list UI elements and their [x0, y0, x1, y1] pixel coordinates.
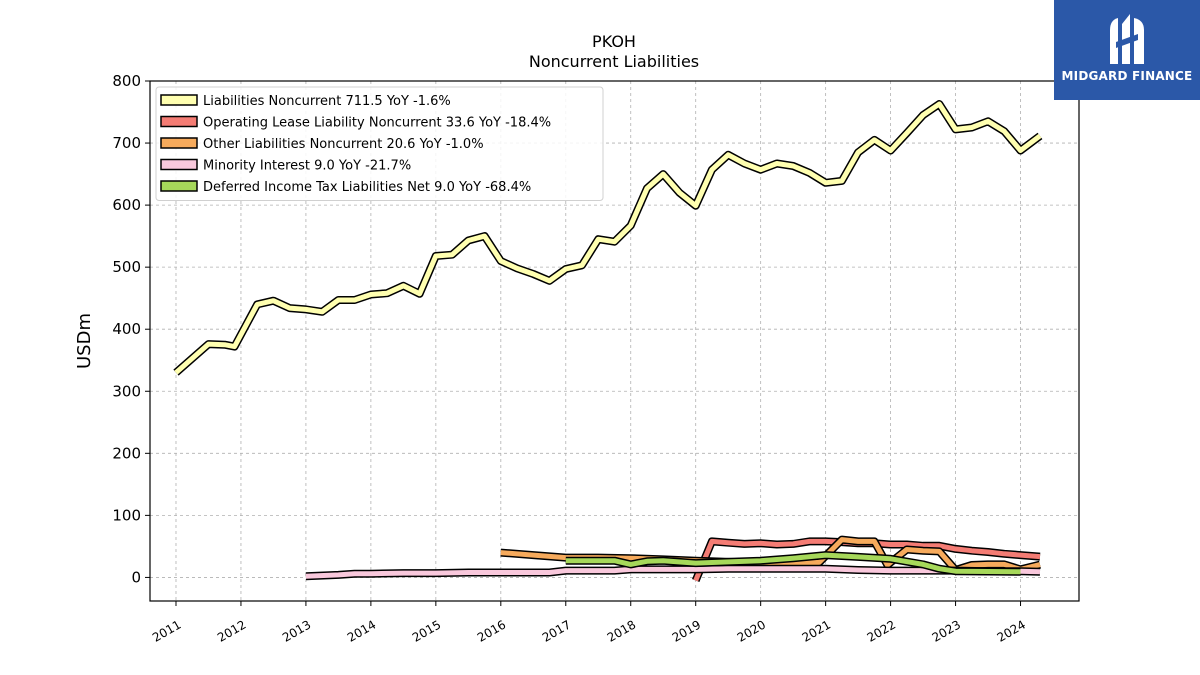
y-tick-label: 400 — [112, 320, 141, 338]
plot-frame — [149, 80, 1080, 602]
brand-mark-icon — [1110, 14, 1144, 64]
x-tick-label: 2013 — [280, 617, 313, 644]
legend-box — [155, 86, 604, 201]
y-tick-label: 800 — [112, 72, 141, 90]
y-axis-label: USDm — [74, 313, 95, 369]
y-tick-label: 600 — [112, 196, 141, 214]
series-2 — [500, 535, 1041, 574]
series-4 — [565, 551, 1021, 576]
x-tick-label: 2021 — [800, 617, 833, 644]
x-tick-label: 2023 — [930, 617, 963, 644]
legend-swatch — [160, 180, 198, 192]
x-tick-label: 2012 — [215, 617, 248, 644]
series-3 — [305, 564, 1041, 581]
legend-label: Minority Interest 9.0 YoY -21.7% — [203, 159, 411, 174]
y-tick-label: 0 — [131, 568, 141, 586]
series-line — [565, 552, 1021, 575]
legend-label: Deferred Income Tax Liabilities Net 9.0 … — [203, 180, 531, 195]
legend-label: Operating Lease Liability Noncurrent 33.… — [203, 116, 551, 131]
y-tick-label: 200 — [112, 444, 141, 462]
legend-swatch — [160, 115, 198, 128]
x-tick-label: 2015 — [410, 617, 443, 644]
chart-title: PKOH — [592, 32, 636, 51]
legend-label: Liabilities Noncurrent 711.5 YoY -1.6% — [203, 94, 451, 109]
x-tick-label: 2022 — [865, 617, 898, 644]
legend-swatch — [160, 158, 198, 171]
chart-subtitle: Noncurrent Liabilities — [529, 52, 699, 71]
legend-swatch — [160, 94, 198, 106]
x-tick-label: 2011 — [150, 617, 183, 644]
x-tick-label: 2018 — [605, 617, 638, 644]
series-line — [174, 101, 1042, 375]
legend-label: Other Liabilities Noncurrent 20.6 YoY -1… — [203, 137, 484, 152]
x-tick-label: 2024 — [995, 617, 1028, 644]
x-tick-label: 2020 — [735, 617, 768, 644]
y-tick-label: 100 — [112, 506, 141, 524]
brand-logo: MIDGARD FINANCE — [1054, 0, 1200, 100]
series-0 — [173, 100, 1043, 376]
y-tick-label: 300 — [112, 382, 141, 400]
x-tick-label: 2017 — [540, 617, 573, 644]
y-axis: 0 100 200 300 400 500 600 700 800 — [112, 72, 150, 586]
y-tick-label: 500 — [112, 258, 141, 276]
legend-swatch — [160, 137, 198, 149]
series-line — [305, 566, 1041, 579]
brand-name: MIDGARD FINANCE — [1061, 69, 1193, 83]
x-tick-label: 2019 — [670, 617, 703, 644]
series-layer — [173, 100, 1043, 583]
x-tick-label: 2016 — [475, 617, 508, 644]
x-tick-label: 2014 — [345, 617, 378, 644]
legend: Liabilities Noncurrent 711.5 YoY -1.6% Op… — [155, 86, 604, 201]
x-axis: 2011 2012 2013 2014 2015 2016 2017 2018 2019 2020… — [150, 601, 1028, 645]
y-tick-label: 700 — [112, 134, 141, 152]
series-line — [500, 537, 1041, 573]
